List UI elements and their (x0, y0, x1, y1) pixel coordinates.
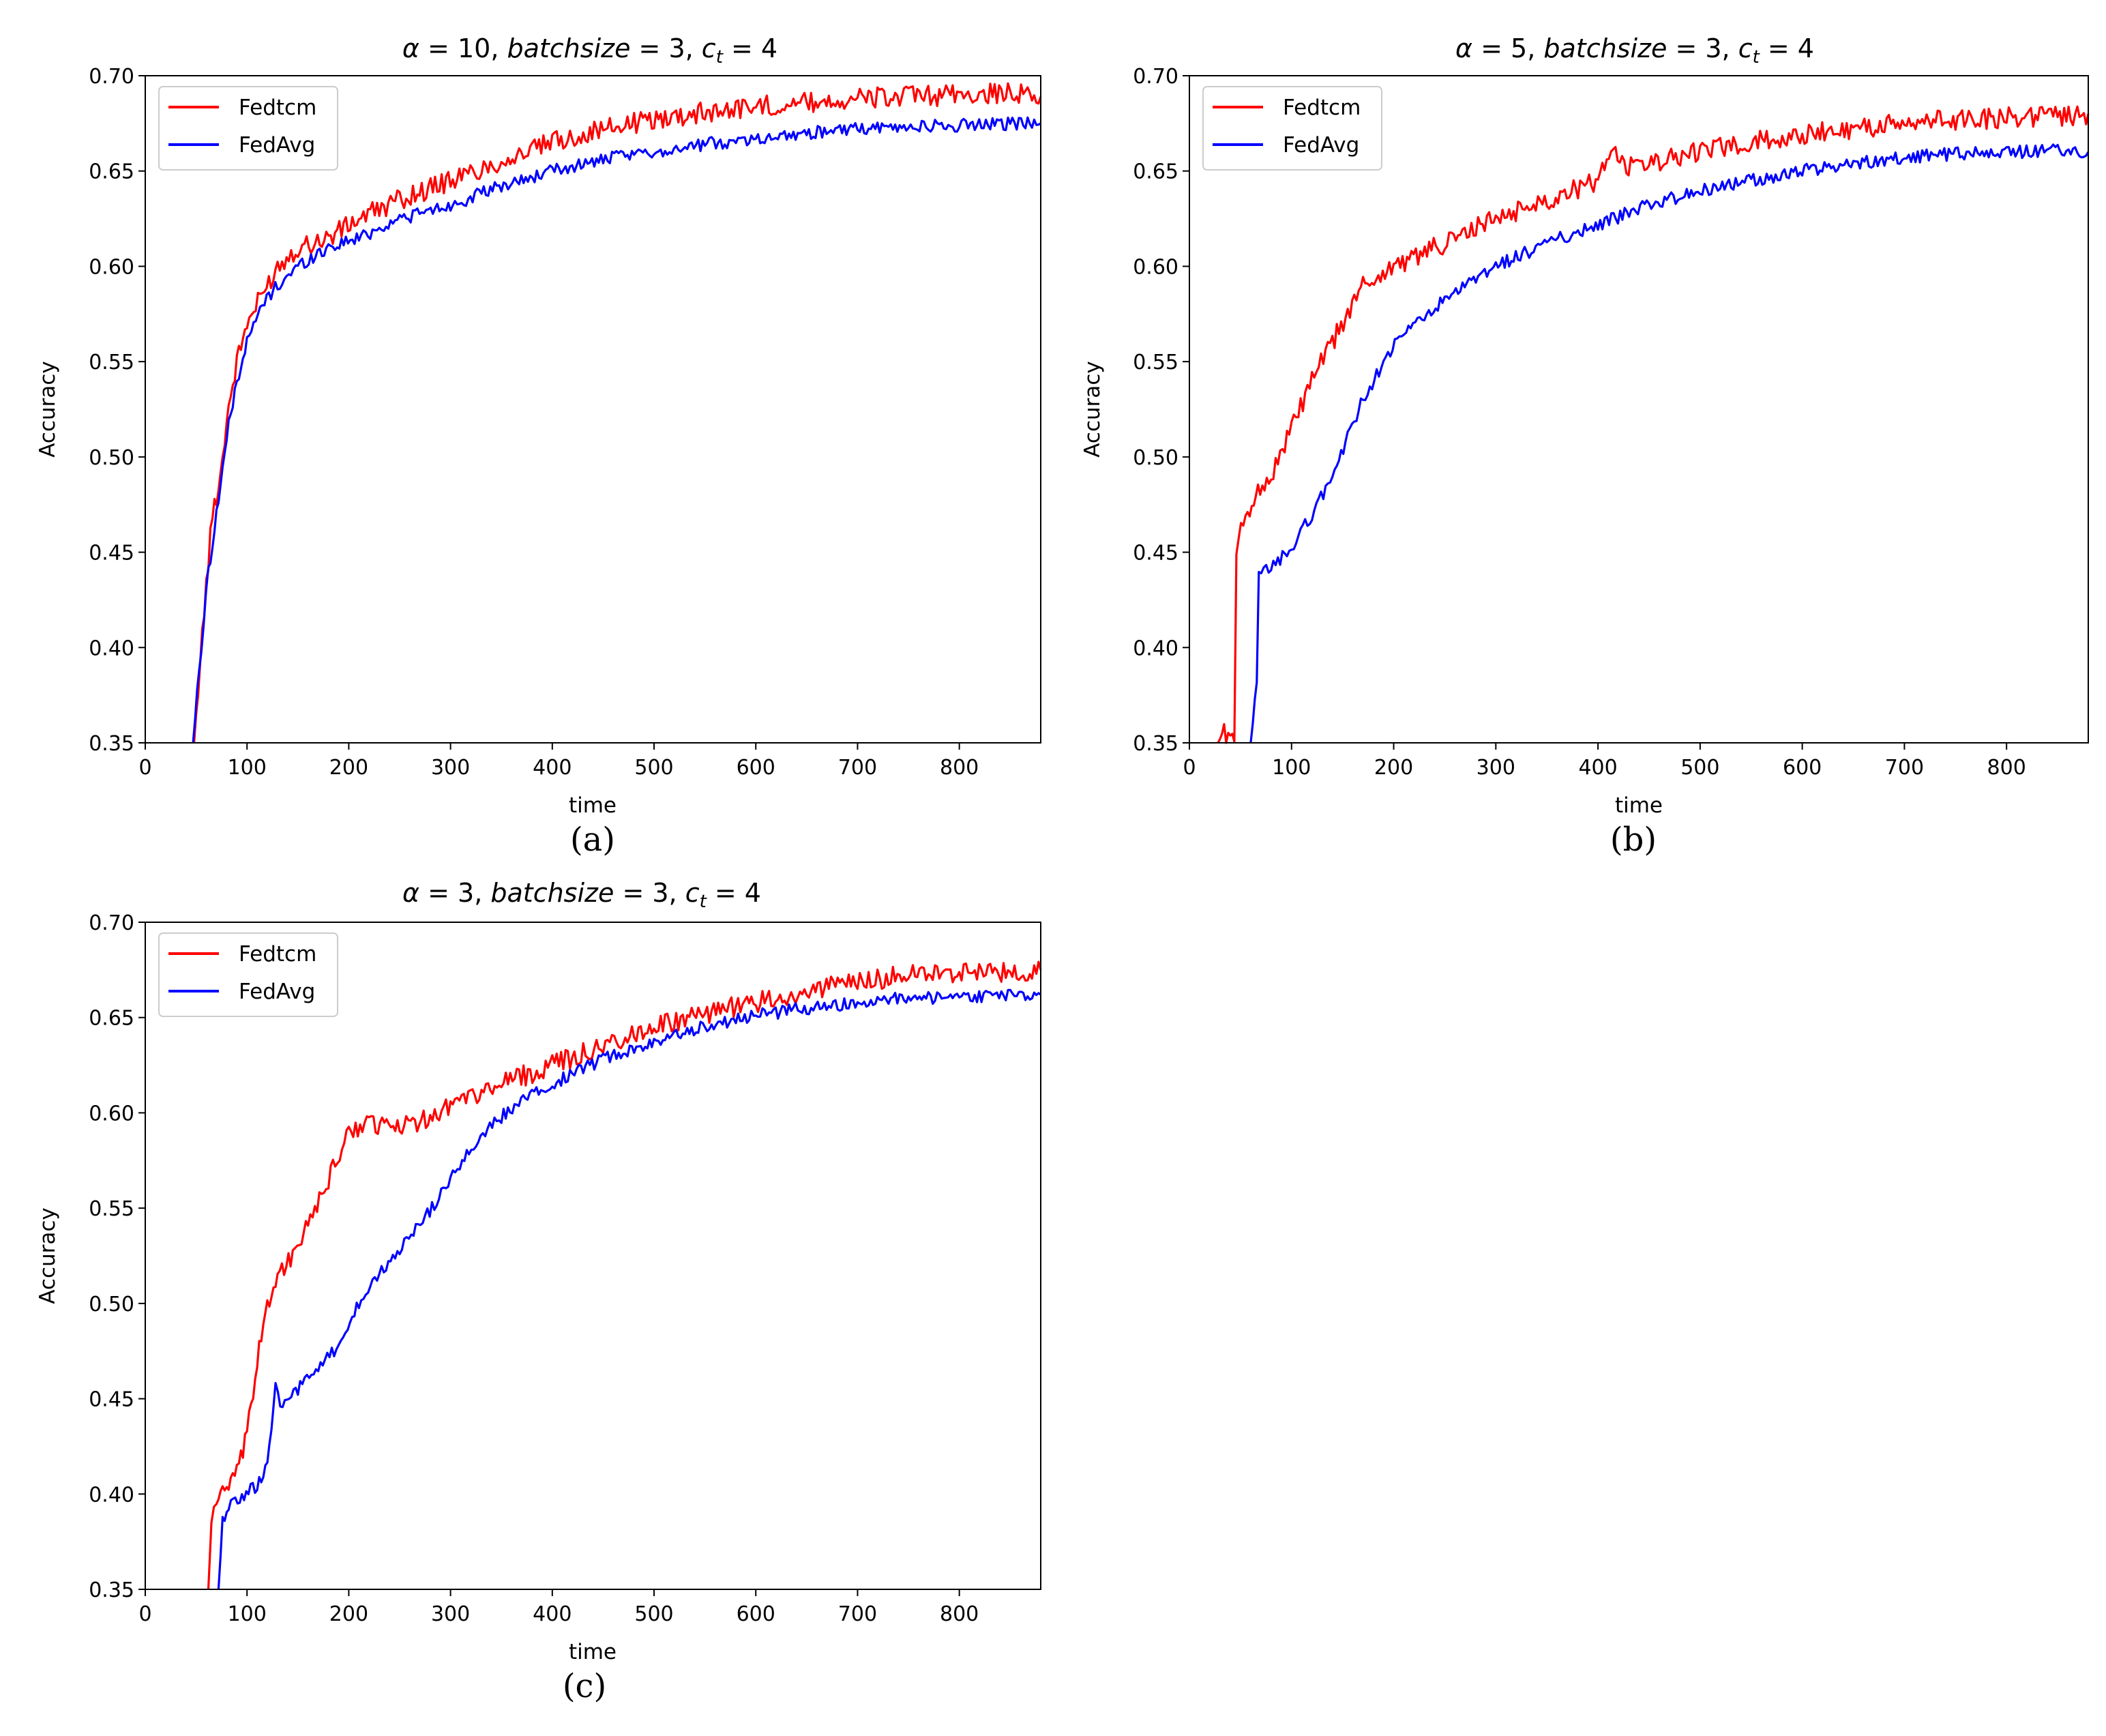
y-tick-label: 0.60 (1133, 255, 1178, 279)
x-tick-label: 400 (1578, 756, 1617, 780)
series-lines (207, 960, 1042, 1590)
y-tick-label: 0.50 (89, 1293, 134, 1316)
legend-label-fedavg: FedAvg (239, 980, 315, 1004)
y-tick-label: 0.50 (89, 446, 134, 470)
x-tick-label: 700 (838, 756, 877, 780)
y-tick-label: 0.60 (89, 1102, 134, 1126)
y-tick-label: 0.70 (89, 65, 134, 89)
series-line-fedavg (217, 988, 1041, 1590)
x-tick-label: 0 (138, 1602, 151, 1626)
x-tick-label: 100 (228, 756, 267, 780)
x-tick-label: 700 (1885, 756, 1924, 780)
y-tick-label: 0.55 (89, 1197, 134, 1221)
legend-label-fedtcm: Fedtcm (239, 942, 316, 967)
x-tick-label: 0 (1183, 756, 1196, 780)
legend: Fedtcm FedAvg (158, 932, 338, 1017)
chart-title: α = 3, batchsize = 3, ct = 4 (402, 878, 761, 912)
legend: Fedtcm FedAvg (158, 86, 338, 171)
y-tick-label: 0.40 (89, 1483, 134, 1507)
x-tick-label: 200 (329, 1602, 368, 1626)
x-tick-label: 400 (533, 756, 572, 780)
y-tick-label: 0.40 (1133, 636, 1178, 660)
panel-a: α = 10, batchsize = 3, ct = 4 0 100 200 300… (35, 33, 1042, 859)
x-tick-label: 300 (1477, 756, 1515, 780)
series-line-fedtcm (207, 960, 1042, 1590)
panel-caption: (a) (570, 821, 615, 859)
series-lines (192, 82, 1042, 744)
x-axis-ticks: 0 100 200 300 400 500 600 700 800 (138, 1589, 979, 1626)
x-axis-ticks: 0 100 200 300 400 500 600 700 800 (1183, 743, 2026, 780)
chart-title: α = 10, batchsize = 3, ct = 4 (402, 33, 777, 68)
x-tick-label: 800 (940, 756, 979, 780)
chart-title: α = 5, batchsize = 3, ct = 4 (1455, 33, 1814, 68)
x-tick-label: 400 (533, 1602, 572, 1626)
x-tick-label: 0 (138, 756, 151, 780)
plot-frame (145, 75, 1041, 744)
x-tick-label: 200 (329, 756, 368, 780)
y-axis-label: Accuracy (1080, 361, 1105, 458)
y-tick-label: 0.55 (89, 351, 134, 374)
y-tick-label: 0.55 (1133, 351, 1178, 374)
y-tick-label: 0.35 (89, 732, 134, 756)
plot-frame (1189, 75, 2089, 744)
y-tick-label: 0.50 (1133, 446, 1178, 470)
x-tick-label: 800 (1987, 756, 2026, 780)
series-line-fedavg (192, 116, 1041, 744)
x-tick-label: 600 (737, 756, 775, 780)
x-tick-label: 200 (1374, 756, 1413, 780)
legend-label-fedtcm: Fedtcm (239, 95, 316, 120)
plot-frame (145, 922, 1041, 1590)
y-tick-label: 0.65 (89, 160, 134, 184)
panel-caption: (b) (1610, 821, 1657, 859)
y-tick-label: 0.65 (1133, 160, 1178, 184)
y-axis-ticks: 0.35 0.40 0.45 0.50 0.55 0.60 0.65 0.70 (89, 65, 145, 756)
x-tick-label: 100 (1272, 756, 1311, 780)
panel-b: α = 5, batchsize = 3, ct = 4 0 100 200 300 4… (1080, 33, 2090, 859)
y-tick-label: 0.70 (1133, 65, 1178, 89)
legend-label-fedtcm: Fedtcm (1283, 95, 1361, 120)
x-tick-label: 500 (634, 1602, 673, 1626)
panel-caption: (c) (563, 1667, 606, 1705)
series-line-fedavg (1249, 143, 2090, 744)
x-axis-ticks: 0 100 200 300 400 500 600 700 800 (138, 743, 979, 780)
legend: Fedtcm FedAvg (1202, 86, 1382, 171)
series-line-fedtcm (193, 82, 1042, 744)
x-tick-label: 600 (737, 1602, 775, 1626)
x-axis-label: time (569, 1640, 617, 1664)
x-tick-label: 300 (431, 756, 470, 780)
y-axis-ticks: 0.35 0.40 0.45 0.50 0.55 0.60 0.65 0.70 (1133, 65, 1189, 756)
series-lines (1217, 105, 2090, 744)
y-tick-label: 0.70 (89, 911, 134, 935)
y-tick-label: 0.45 (89, 542, 134, 565)
y-axis-label: Accuracy (35, 1207, 60, 1304)
y-tick-label: 0.45 (1133, 542, 1178, 565)
y-tick-label: 0.35 (1133, 732, 1178, 756)
x-tick-label: 300 (431, 1602, 470, 1626)
x-axis-label: time (569, 793, 617, 818)
x-tick-label: 700 (838, 1602, 877, 1626)
legend-label-fedavg: FedAvg (239, 133, 315, 158)
legend-label-fedavg: FedAvg (1283, 133, 1359, 158)
x-tick-label: 600 (1783, 756, 1822, 780)
y-tick-label: 0.35 (89, 1578, 134, 1602)
y-tick-label: 0.45 (89, 1388, 134, 1412)
x-tick-label: 500 (634, 756, 673, 780)
x-tick-label: 800 (940, 1602, 979, 1626)
y-tick-label: 0.60 (89, 255, 134, 279)
y-axis-ticks: 0.35 0.40 0.45 0.50 0.55 0.60 0.65 0.70 (89, 911, 145, 1602)
y-tick-label: 0.65 (89, 1007, 134, 1031)
series-line-fedtcm (1217, 105, 2090, 744)
x-tick-label: 100 (228, 1602, 267, 1626)
x-tick-label: 500 (1680, 756, 1719, 780)
panel-c: α = 3, batchsize = 3, ct = 4 0 100 200 300 4… (35, 878, 1042, 1705)
y-tick-label: 0.40 (89, 636, 134, 660)
x-axis-label: time (1615, 793, 1663, 818)
y-axis-label: Accuracy (35, 361, 60, 458)
